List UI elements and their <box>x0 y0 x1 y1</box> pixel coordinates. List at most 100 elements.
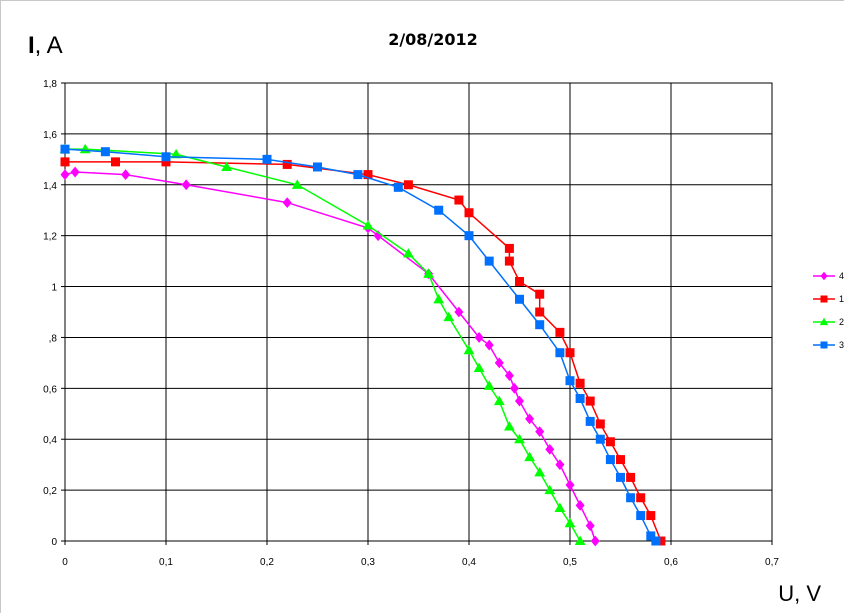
y-tick-label: 1,2 <box>43 232 57 243</box>
legend-marker <box>819 317 829 326</box>
series-line <box>64 171 596 542</box>
data-point <box>535 426 545 437</box>
legend-item: 4 <box>813 271 844 281</box>
data-point <box>464 231 474 241</box>
data-point <box>585 520 595 532</box>
data-point <box>454 306 464 318</box>
series-line <box>65 148 581 542</box>
data-point <box>504 256 514 266</box>
data-point <box>646 531 656 541</box>
legend-label: 3 <box>839 340 844 350</box>
data-point <box>454 195 464 205</box>
axes: 0 0,2 0,4 0,6 ,8 1 1,2 1,4 1,6 1,8 0 0,1 0,2 0,3 0,4 0,… <box>43 79 779 568</box>
data-point <box>60 144 70 154</box>
data-point <box>423 268 434 278</box>
data-point <box>651 536 661 546</box>
y-axis-label: I, A <box>28 32 63 59</box>
data-point <box>362 220 374 230</box>
data-point <box>393 182 403 192</box>
data-point <box>545 444 555 455</box>
data-point <box>585 416 595 426</box>
data-point <box>575 499 585 511</box>
data-point <box>595 434 605 444</box>
data-point <box>605 455 615 465</box>
x-tick-label: 0,6 <box>664 557 678 568</box>
legend-marker <box>820 341 828 349</box>
legend-marker <box>820 295 828 303</box>
series-3 <box>60 144 661 546</box>
data-point <box>535 320 545 330</box>
x-axis-label: U, V <box>778 581 821 606</box>
data-point <box>282 159 292 169</box>
data-point <box>626 472 636 482</box>
data-point <box>161 157 171 167</box>
data-point <box>221 161 232 172</box>
y-axis-label-unit: , A <box>35 32 63 59</box>
gridlines <box>64 82 773 542</box>
data-point <box>555 348 565 358</box>
series-layer <box>59 143 666 547</box>
data-point <box>484 256 494 266</box>
series-line <box>64 148 657 542</box>
data-point <box>433 293 445 304</box>
y-tick-label: 0,2 <box>43 486 57 497</box>
data-point <box>514 433 525 444</box>
series-4 <box>60 166 600 547</box>
data-point <box>60 157 70 167</box>
x-tick-label: 0,2 <box>260 557 274 568</box>
data-point <box>70 166 80 178</box>
plot-border <box>64 82 773 542</box>
data-point <box>291 179 303 189</box>
x-tick-label: 0,3 <box>361 557 375 568</box>
data-point <box>515 276 524 286</box>
data-point <box>544 484 556 495</box>
data-point <box>554 502 566 512</box>
data-point <box>515 395 524 407</box>
data-point <box>534 466 546 477</box>
chart-title: 2/08/2012 <box>388 30 478 49</box>
data-point <box>535 307 545 317</box>
data-point <box>434 205 444 215</box>
data-point <box>494 357 504 369</box>
data-point <box>626 493 636 503</box>
series-2 <box>59 143 586 546</box>
data-point <box>111 157 120 167</box>
data-point <box>504 421 515 431</box>
data-point <box>373 230 383 242</box>
data-point <box>363 170 373 180</box>
data-point <box>515 294 524 304</box>
data-point <box>585 396 595 406</box>
data-point <box>524 451 535 462</box>
data-point <box>555 459 565 471</box>
x-tick-label: 0,7 <box>765 557 779 568</box>
data-point <box>473 362 485 373</box>
data-point <box>483 380 495 390</box>
data-point <box>463 344 475 355</box>
legend-label: 4 <box>839 271 844 281</box>
y-tick-label: ,8 <box>49 333 58 344</box>
y-axis-label-symbol: I <box>28 32 35 59</box>
y-tick-label: 1,6 <box>43 130 57 141</box>
data-point <box>605 437 615 447</box>
data-point <box>282 197 292 208</box>
y-tick-label: 0 <box>51 537 57 548</box>
data-point <box>595 419 605 429</box>
x-tick-label: 0,4 <box>462 557 476 568</box>
data-point <box>181 179 191 191</box>
series-1 <box>60 157 666 546</box>
legend-item: 3 <box>813 340 844 350</box>
data-point <box>565 348 575 358</box>
data-point <box>564 517 576 528</box>
data-point <box>443 311 455 322</box>
data-point <box>646 511 656 521</box>
data-point <box>403 180 413 190</box>
legend-item: 2 <box>813 317 844 327</box>
data-point <box>616 455 625 465</box>
data-point <box>474 332 484 343</box>
data-point <box>616 472 625 482</box>
data-point <box>575 394 585 404</box>
data-point <box>504 243 514 253</box>
data-point <box>353 170 363 180</box>
